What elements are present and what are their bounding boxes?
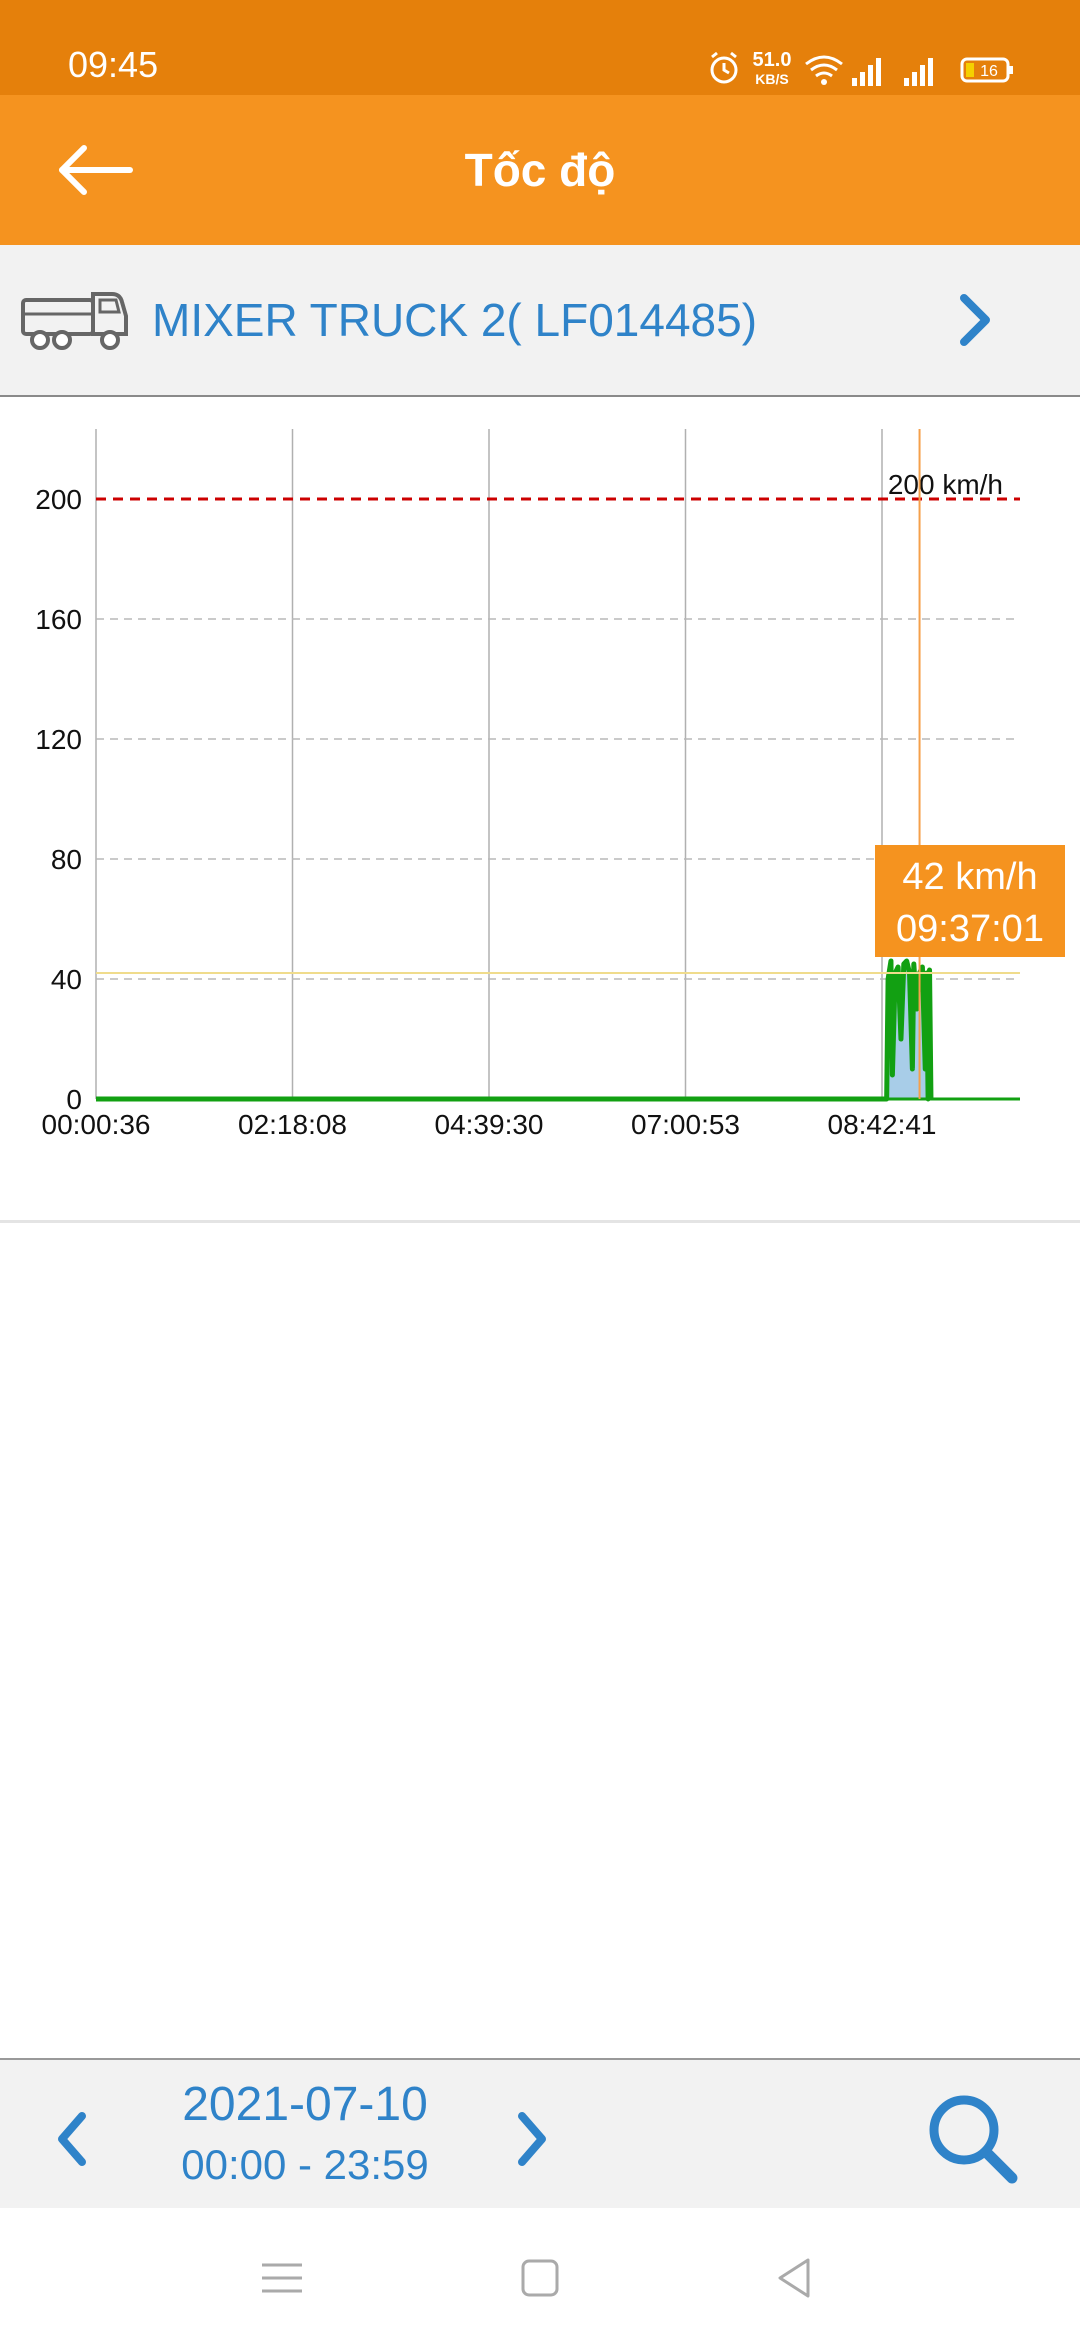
- back-icon: [778, 2258, 810, 2298]
- vehicle-selector[interactable]: MIXER TRUCK 2( LF014485): [0, 245, 1080, 397]
- selected-date[interactable]: 2021-07-10: [182, 2078, 428, 2131]
- speed-line: [96, 958, 934, 1102]
- arrow-left-icon: [59, 145, 133, 195]
- vehicle-next-button[interactable]: [950, 290, 1000, 350]
- app-bar: Tốc độ: [0, 95, 1080, 245]
- speed-tooltip: 42 km/h 09:37:01: [875, 845, 1065, 957]
- wifi-icon: [805, 55, 843, 85]
- search-button[interactable]: [922, 2088, 1022, 2188]
- y-tick-label: 0: [66, 1084, 82, 1115]
- chevron-left-icon: [58, 2112, 86, 2166]
- speed-chart[interactable]: 00:00:36 02:18:08 04:39:30 07:00:53 08:42:41…: [0, 397, 1080, 1217]
- home-button[interactable]: [510, 2248, 570, 2308]
- speed-limit-label: 200 km/h: [888, 469, 1003, 500]
- speed-chart-svg: 00:00:36 02:18:08 04:39:30 07:00:53 08:42:41…: [35, 429, 1020, 1140]
- x-tick-label: 00:00:36: [42, 1109, 151, 1140]
- alarm-icon: [710, 51, 738, 84]
- x-tick-label: 02:18:08: [238, 1109, 347, 1140]
- date-bar: 2021-07-10 00:00 - 23:59: [0, 2058, 1080, 2210]
- status-time: 09:45: [68, 44, 159, 85]
- date-picker[interactable]: 2021-07-10 00:00 - 23:59: [145, 2074, 465, 2194]
- net-speed-unit: KB/S: [755, 71, 788, 87]
- y-tick-label: 40: [51, 964, 82, 995]
- tooltip-time: 09:37:01: [896, 908, 1044, 950]
- search-icon: [929, 2095, 1018, 2184]
- x-tick-label: 08:42:41: [828, 1109, 937, 1140]
- vehicle-name[interactable]: MIXER TRUCK 2( LF014485): [152, 294, 758, 346]
- chevron-right-icon: [960, 294, 990, 346]
- menu-icon: [262, 2263, 302, 2293]
- signal-icon-2: [904, 58, 933, 86]
- page-title: Tốc độ: [464, 144, 616, 196]
- time-range[interactable]: 00:00 - 23:59: [181, 2141, 429, 2188]
- back-nav-button[interactable]: [766, 2248, 826, 2308]
- menu-button[interactable]: [252, 2248, 312, 2308]
- battery-icon: 16: [960, 57, 1013, 83]
- net-speed: 51.0: [753, 49, 792, 71]
- truck-icon: [21, 292, 128, 350]
- previous-day-button[interactable]: [48, 2106, 98, 2172]
- chevron-right-icon: [518, 2112, 546, 2166]
- battery-level: 16: [980, 63, 998, 80]
- status-icons: 51.0 KB/S 16: [710, 49, 1013, 87]
- y-tick-label: 160: [35, 604, 82, 635]
- chart-divider: [0, 1220, 1080, 1223]
- back-button[interactable]: [50, 135, 140, 205]
- y-tick-label: 80: [51, 844, 82, 875]
- y-tick-label: 200: [35, 484, 82, 515]
- x-tick-label: 07:00:53: [631, 1109, 740, 1140]
- tooltip-speed: 42 km/h: [902, 856, 1038, 898]
- x-tick-label: 04:39:30: [435, 1109, 544, 1140]
- next-day-button[interactable]: [506, 2106, 556, 2172]
- signal-icon: [852, 58, 881, 86]
- home-icon: [521, 2259, 559, 2297]
- y-tick-label: 120: [35, 724, 82, 755]
- status-bar: 09:45 51.0 KB/S 16: [0, 0, 1080, 95]
- system-nav-bar: [0, 2208, 1080, 2340]
